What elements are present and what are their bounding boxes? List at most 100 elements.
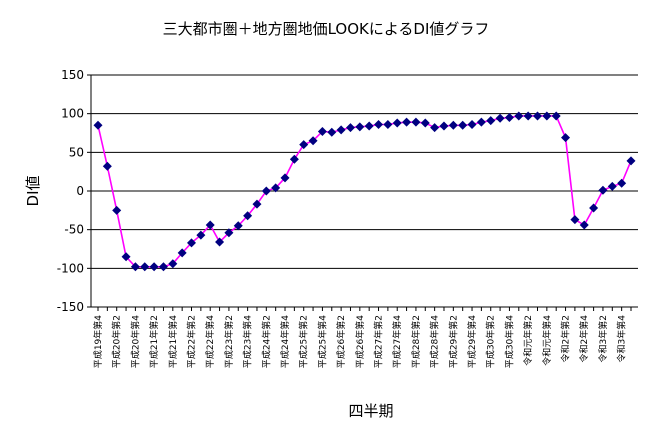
data-point — [112, 205, 122, 215]
x-tick-label: 平成22年第2 — [186, 315, 198, 368]
data-point — [476, 117, 486, 127]
x-tick-label: 平成26年第2 — [335, 315, 347, 368]
data-point — [523, 111, 533, 121]
data-point — [402, 117, 412, 127]
data-point — [570, 215, 580, 225]
data-point — [364, 121, 374, 131]
data-point — [187, 238, 197, 248]
chart-title: 三大都市圏＋地方圏地価LOOKによるDI値グラフ — [163, 20, 490, 38]
data-point — [598, 185, 608, 195]
data-point — [392, 118, 402, 128]
data-point — [607, 181, 617, 191]
x-tick-label: 令和3年第4 — [616, 315, 628, 363]
data-point — [495, 113, 505, 123]
data-point — [532, 111, 542, 121]
data-point — [130, 262, 140, 272]
x-tick-label: 令和元年第4 — [541, 315, 553, 366]
data-point — [504, 113, 514, 123]
x-tick-label: 平成25年第4 — [316, 315, 328, 368]
data-point — [168, 259, 178, 269]
data-point — [280, 173, 290, 183]
data-point — [467, 119, 477, 129]
data-point — [514, 111, 524, 121]
x-tick-label: 平成24年第2 — [260, 315, 272, 368]
x-tick-label: 令和元年第2 — [522, 315, 534, 366]
data-point — [345, 123, 355, 133]
data-point — [93, 120, 103, 130]
y-tick-label: 0 — [76, 184, 84, 198]
y-tick-label: -100 — [57, 261, 84, 275]
data-point — [140, 262, 150, 272]
data-point — [439, 121, 449, 131]
x-tick-label: 平成29年第4 — [466, 315, 478, 368]
x-tick-label: 平成25年第2 — [298, 315, 310, 368]
data-point — [355, 122, 365, 132]
x-tick-label: 平成23年第2 — [223, 315, 235, 368]
x-tick-label: 平成28年第2 — [410, 315, 422, 368]
data-point — [458, 120, 468, 130]
data-point — [486, 116, 496, 126]
x-tick-label: 平成24年第4 — [279, 315, 291, 368]
x-tick-label: 平成19年第4 — [92, 315, 104, 368]
data-point — [430, 123, 440, 133]
x-tick-label: 平成21年第4 — [167, 315, 179, 368]
data-point — [579, 220, 589, 230]
data-point — [542, 111, 552, 121]
data-point — [448, 120, 458, 130]
data-point — [233, 221, 243, 231]
data-point — [551, 111, 561, 121]
x-tick-label: 平成20年第4 — [129, 315, 141, 368]
y-tick-label: -150 — [57, 300, 84, 314]
gridlines — [87, 74, 638, 308]
data-point — [317, 126, 327, 136]
series-di — [93, 111, 636, 272]
data-point — [420, 118, 430, 128]
x-tick-label: 平成27年第2 — [373, 315, 385, 368]
data-point — [308, 136, 318, 146]
data-point — [215, 237, 225, 247]
data-point — [261, 186, 271, 196]
data-point — [243, 211, 253, 221]
data-point — [617, 178, 627, 188]
x-tick-label: 平成29年第2 — [447, 315, 459, 368]
data-point — [271, 183, 281, 193]
y-tick-label: 150 — [61, 68, 84, 82]
data-point — [102, 161, 112, 171]
x-tick-label: 平成28年第4 — [429, 315, 441, 368]
x-tick-label: 平成30年第2 — [485, 315, 497, 368]
x-tick-label: 平成26年第4 — [354, 315, 366, 368]
x-tick-label: 平成21年第2 — [148, 315, 160, 368]
data-point — [289, 154, 299, 164]
data-point — [383, 119, 393, 129]
data-point — [196, 230, 206, 240]
x-tick-label: 平成30年第4 — [503, 315, 515, 368]
x-tick-label: 平成23年第4 — [242, 315, 254, 368]
x-tick-label: 令和3年第2 — [597, 315, 609, 362]
data-point — [336, 125, 346, 135]
data-point — [224, 228, 234, 238]
data-point — [589, 203, 599, 213]
data-point — [121, 252, 131, 262]
x-tick-label: 令和2年第4 — [578, 315, 590, 363]
x-axis-label: 四半期 — [348, 402, 393, 420]
series-line — [97, 115, 632, 268]
y-tick-labels: 150 100 50 0 -50 -100 -150 — [57, 68, 84, 314]
data-point — [299, 140, 309, 150]
data-point — [327, 127, 337, 137]
data-point — [626, 156, 636, 166]
data-point — [158, 262, 168, 272]
y-tick-label: 50 — [69, 145, 84, 159]
y-axis-label: DI値 — [24, 176, 42, 207]
data-point — [561, 133, 571, 143]
data-point — [252, 199, 262, 209]
data-point — [177, 248, 187, 258]
data-point — [411, 117, 421, 127]
y-tick-label: -50 — [64, 223, 84, 237]
x-tick-label: 平成22年第4 — [204, 315, 216, 368]
y-tick-label: 100 — [61, 107, 84, 121]
x-tick-label: 平成20年第2 — [111, 315, 123, 368]
x-tick-labels: 平成19年第4 平成20年第2 平成20年第4 平成21年第2 平成21年第4 平成22年… — [92, 315, 628, 368]
x-tick-label: 平成27年第4 — [391, 315, 403, 368]
